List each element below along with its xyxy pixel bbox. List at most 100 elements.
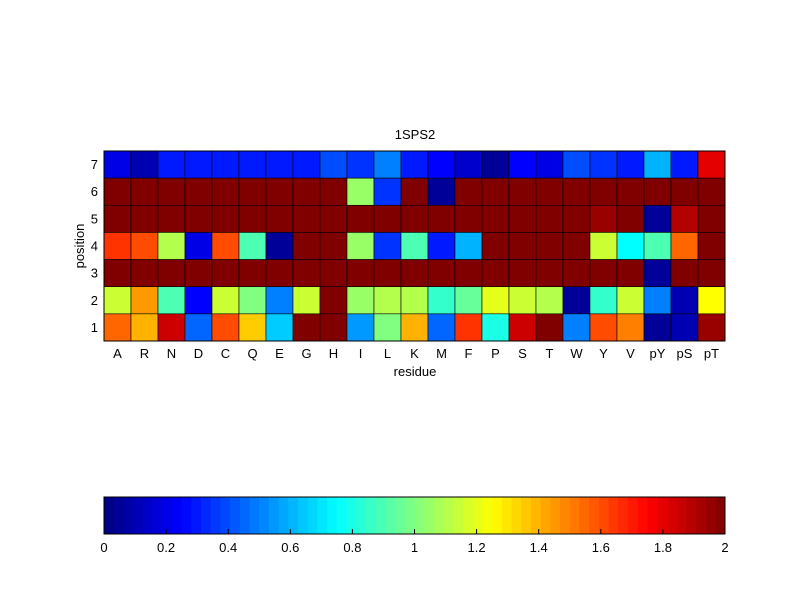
heatmap-cell	[508, 286, 537, 315]
heatmap-cell	[508, 177, 537, 206]
heatmap-cell	[616, 232, 645, 260]
heatmap-cell	[454, 313, 483, 342]
heatmap-cell	[481, 150, 510, 179]
heatmap-cell	[373, 232, 402, 260]
colorbar-segment	[560, 497, 571, 534]
heatmap-cell	[643, 150, 672, 179]
colorbar-tick-label: 1	[411, 540, 418, 555]
heatmap-cell	[346, 259, 375, 288]
heatmap-cell	[211, 259, 240, 288]
heatmap-cell	[562, 150, 591, 179]
heatmap-cell	[562, 313, 591, 342]
colorbar-segment	[705, 497, 716, 534]
heatmap-cell	[697, 259, 726, 288]
colorbar-segment	[152, 497, 163, 534]
heatmap-cell	[535, 313, 564, 342]
heatmap-cell	[481, 286, 510, 315]
heatmap-cell	[562, 259, 591, 288]
heatmap-cell	[103, 232, 132, 260]
heatmap-cell	[319, 259, 348, 288]
heatmap-cell	[643, 232, 672, 260]
x-tick-label: S	[518, 346, 527, 361]
heatmap-cell	[535, 286, 564, 315]
heatmap-cell	[643, 177, 672, 206]
x-tick-label: pS	[677, 346, 693, 361]
heatmap-cell	[130, 150, 159, 179]
heatmap-cell	[184, 232, 213, 260]
heatmap-cell	[508, 204, 537, 233]
x-tick-label: E	[275, 346, 284, 361]
colorbar-segment	[385, 497, 396, 534]
colorbar-tick-label: 1.6	[592, 540, 610, 555]
heatmap-cell	[130, 204, 159, 233]
heatmap-cell	[454, 204, 483, 233]
x-tick-label: M	[436, 346, 447, 361]
heatmap-cell	[427, 286, 456, 315]
colorbar-segment	[540, 497, 551, 534]
heatmap-cell	[265, 177, 294, 206]
x-tick-label: P	[491, 346, 500, 361]
heatmap-cell	[454, 177, 483, 206]
heatmap-cell	[697, 232, 726, 260]
heatmap-cell	[589, 150, 618, 179]
heatmap-cell	[535, 177, 564, 206]
y-tick-label: 2	[91, 293, 98, 308]
heatmap-cell	[211, 313, 240, 342]
colorbar-segment	[268, 497, 280, 534]
colorbar-segment	[220, 497, 231, 534]
colorbar-segment	[627, 497, 639, 534]
heatmap-cell	[589, 259, 618, 288]
heatmap-cell	[184, 204, 213, 233]
heatmap-cell	[670, 177, 699, 206]
colorbar-segment	[569, 497, 580, 534]
heatmap-cell	[427, 259, 456, 288]
colorbar-segment	[472, 497, 483, 534]
heatmap-cell	[211, 150, 240, 179]
heatmap-cell	[211, 204, 240, 233]
colorbar-segment	[550, 497, 561, 534]
y-tick-label: 7	[91, 157, 98, 172]
heatmap-cell	[265, 313, 294, 342]
heatmap-cell	[184, 150, 213, 179]
colorbar-tick-label: 0.2	[157, 540, 175, 555]
x-tick-label: H	[329, 346, 338, 361]
y-tick-label: 6	[91, 184, 98, 199]
heatmap-cell	[643, 286, 672, 315]
heatmap-cell	[130, 177, 159, 206]
heatmap-cell	[130, 313, 159, 342]
heatmap-cell	[103, 150, 132, 179]
x-tick-label: C	[221, 346, 230, 361]
heatmap-cell	[427, 232, 456, 260]
heatmap-cell	[346, 150, 375, 179]
colorbar-segment	[201, 497, 212, 534]
heatmap-cell	[508, 150, 537, 179]
colorbar-segment	[598, 497, 609, 534]
heatmap-cell	[427, 177, 456, 206]
y-tick-label: 4	[91, 239, 98, 254]
heatmap-cell	[616, 286, 645, 315]
heatmap	[103, 150, 726, 342]
colorbar-segment	[162, 497, 173, 534]
colorbar-segment	[511, 497, 522, 534]
heatmap-cell	[157, 177, 186, 206]
heatmap-cell	[454, 259, 483, 288]
heatmap-cell	[697, 286, 726, 315]
x-tick-label: pY	[650, 346, 666, 361]
x-tick-label: D	[194, 346, 203, 361]
colorbar-segment	[579, 497, 590, 534]
heatmap-cell	[184, 286, 213, 315]
colorbar-segment	[239, 497, 250, 534]
heatmap-cell	[319, 313, 348, 342]
heatmap-cell	[103, 177, 132, 206]
x-tick-label: T	[546, 346, 554, 361]
heatmap-cell	[184, 313, 213, 342]
colorbar	[104, 497, 726, 534]
heatmap-cell	[292, 232, 321, 260]
heatmap-cell	[373, 150, 402, 179]
colorbar-tick-label: 0.8	[343, 540, 361, 555]
heatmap-cell	[670, 259, 699, 288]
heatmap-cell	[400, 204, 429, 233]
heatmap-cell	[292, 313, 321, 342]
heatmap-cell	[130, 232, 159, 260]
colorbar-segment	[365, 497, 377, 534]
